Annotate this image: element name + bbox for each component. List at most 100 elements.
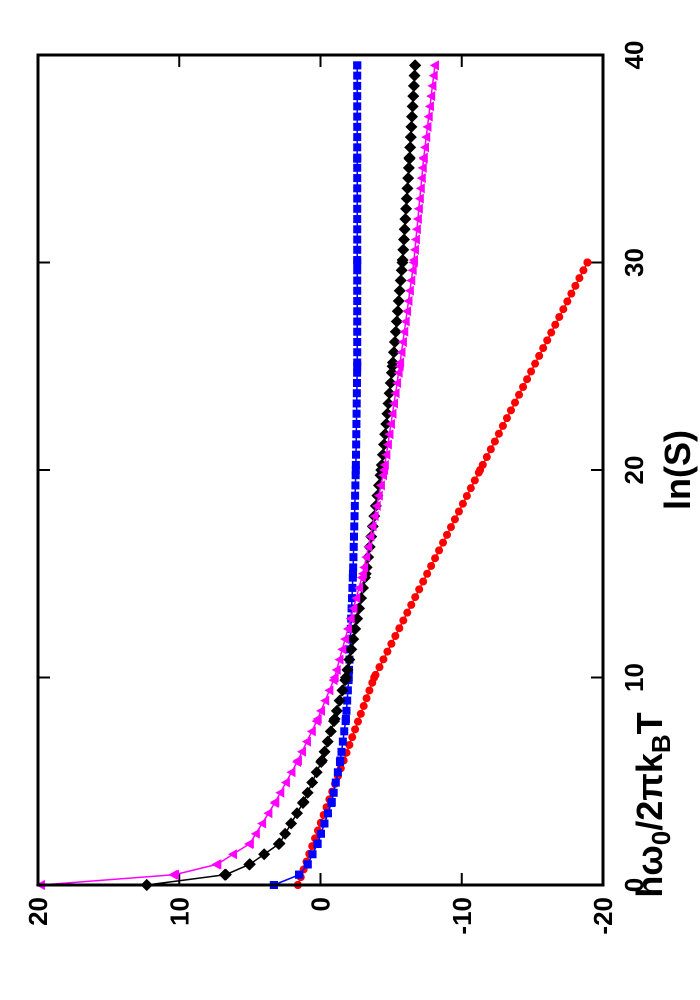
data-point [413, 203, 423, 214]
data-point [324, 685, 334, 696]
data-point [320, 819, 329, 828]
data-point [419, 577, 428, 586]
data-point [403, 608, 412, 617]
data-point [415, 183, 425, 194]
data-point [312, 714, 322, 724]
data-point [250, 828, 260, 839]
data-point [411, 224, 421, 235]
data-point [395, 264, 408, 277]
data-point [407, 79, 420, 92]
data-point [353, 61, 362, 70]
data-point [393, 284, 406, 297]
data-point [435, 546, 444, 555]
data-point [406, 275, 416, 286]
data-point [402, 172, 415, 185]
data-point [395, 357, 405, 368]
data-point [343, 653, 356, 666]
data-point [219, 868, 232, 881]
data-point [347, 633, 360, 646]
data-point [341, 715, 350, 723]
data-point [353, 215, 362, 224]
data-point [404, 141, 417, 154]
data-point [343, 696, 352, 705]
data-point [363, 541, 373, 552]
series-square [269, 61, 362, 889]
data-point [350, 522, 359, 531]
data-point [392, 295, 405, 308]
data-point [400, 202, 413, 215]
data-point [458, 499, 467, 508]
data-point [280, 777, 290, 788]
data-point [384, 429, 394, 440]
data-point [426, 91, 436, 102]
data-point [389, 325, 402, 338]
data-point [408, 69, 421, 82]
data-point [291, 807, 304, 820]
data-point [423, 569, 432, 578]
data-point [567, 289, 576, 298]
data-point [439, 538, 448, 547]
data-point [399, 213, 412, 226]
data-point [375, 663, 384, 672]
data-point [356, 709, 365, 718]
data-point [315, 754, 328, 767]
data-point [359, 702, 368, 711]
data-point [270, 797, 280, 807]
data-point [351, 481, 360, 490]
data-point [402, 161, 415, 174]
data-point [306, 776, 319, 789]
data-point [388, 335, 401, 348]
data-point [275, 787, 285, 798]
data-point [243, 858, 256, 871]
data-point [353, 348, 362, 357]
data-point [345, 613, 355, 624]
data-point [353, 133, 362, 142]
data-point [454, 507, 463, 516]
data-point [482, 453, 491, 462]
data-point [354, 582, 364, 593]
data-point [365, 531, 375, 542]
data-point [390, 388, 400, 399]
data-point [353, 256, 362, 265]
data-point [579, 266, 588, 275]
data-point [353, 286, 362, 295]
y-tick-label: -10 [447, 897, 477, 935]
data-point [337, 644, 347, 655]
data-point [466, 484, 475, 493]
data-point [414, 193, 424, 204]
data-point [462, 491, 471, 500]
data-point [353, 204, 362, 213]
data-point [352, 450, 361, 459]
data-point [316, 829, 325, 838]
data-point [397, 243, 410, 256]
data-point [367, 521, 377, 532]
data-point [365, 686, 374, 695]
data-point [398, 223, 411, 236]
data-point [345, 643, 358, 656]
data-point [352, 399, 361, 408]
data-point [408, 255, 418, 266]
data-point [386, 356, 399, 369]
data-point [389, 398, 399, 409]
data-point [352, 419, 361, 428]
data-point [523, 375, 532, 384]
data-point [334, 654, 344, 665]
data-point [279, 827, 292, 840]
data-point [382, 397, 395, 410]
data-point [353, 717, 362, 726]
data-point [371, 500, 381, 511]
y-axis-title: ln(S) [657, 430, 698, 510]
data-point [391, 632, 400, 640]
data-point [383, 387, 396, 400]
x-tick-label: 20 [619, 456, 649, 485]
data-point [351, 491, 360, 500]
data-point [417, 162, 427, 173]
series-triangle [35, 60, 439, 890]
data-point [379, 459, 389, 470]
plot-frame [36, 53, 605, 887]
data-point [369, 511, 379, 522]
data-point [353, 194, 362, 203]
series-layer [35, 59, 592, 891]
y-tick-label: 0 [306, 897, 336, 911]
data-point [349, 542, 358, 551]
